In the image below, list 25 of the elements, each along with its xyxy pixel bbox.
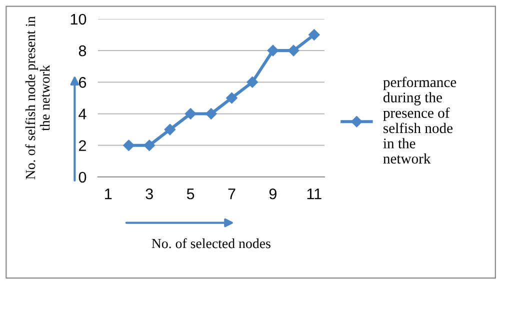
y-tick-label: 8 — [78, 45, 86, 56]
y-tick-label: 0 — [78, 172, 86, 183]
y-tick-label: 4 — [78, 108, 86, 120]
x-tick-label: 11 — [307, 188, 322, 200]
point — [123, 140, 134, 151]
x-tick-label: 7 — [228, 188, 236, 200]
point — [288, 44, 300, 56]
y-axis-title: No. of selfish node present in the network — [25, 16, 50, 180]
point — [206, 108, 217, 120]
point — [226, 92, 238, 104]
point — [267, 44, 279, 56]
y-tick-label: 6 — [79, 77, 86, 88]
x-tick-label: 9 — [269, 188, 276, 200]
x-tick-label: 3 — [146, 188, 153, 200]
x-tick-label: 5 — [186, 188, 194, 200]
point — [308, 29, 320, 40]
point — [184, 108, 196, 120]
point — [164, 124, 176, 136]
point — [144, 140, 155, 151]
legend-label: performance during the presence of selfish node in the network — [383, 76, 456, 164]
y-tick-label: 2 — [79, 140, 86, 151]
y-tick-label: 10 — [70, 14, 86, 25]
x-tick-label: 1 — [105, 188, 112, 200]
point — [246, 76, 258, 88]
x-axis-title: No. of selected nodes — [152, 238, 270, 248]
